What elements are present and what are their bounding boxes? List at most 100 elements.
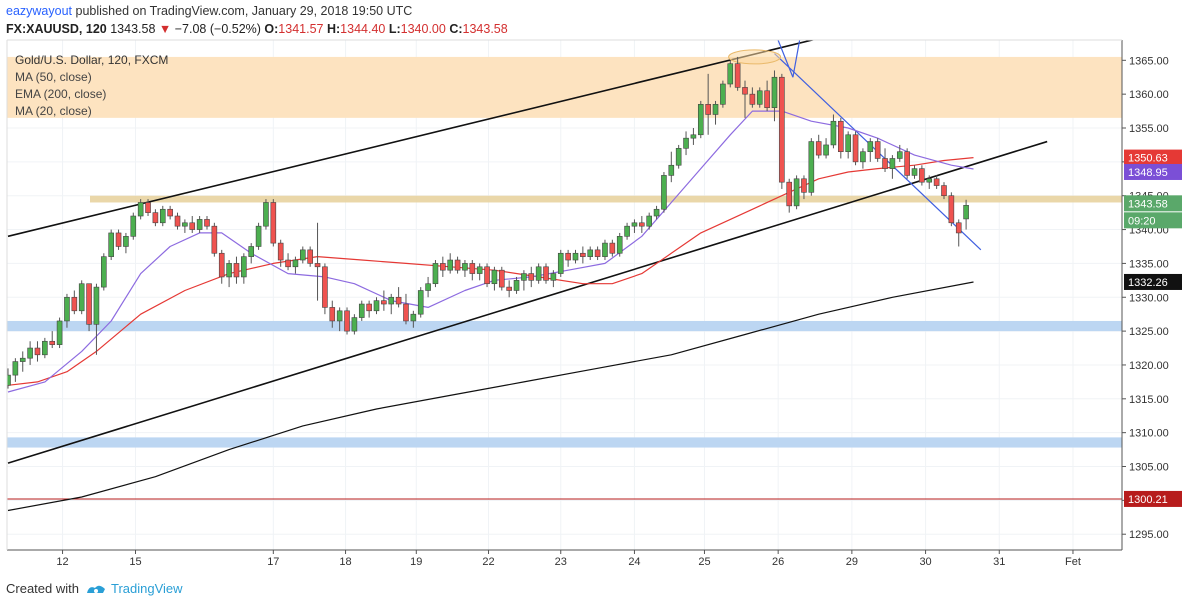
candle-body xyxy=(734,63,741,88)
candle-body xyxy=(498,269,505,288)
ma50-price-label: 1350.63 xyxy=(1128,153,1168,165)
candle-body xyxy=(889,158,896,169)
x-tick-label: 24 xyxy=(628,556,640,568)
low-value: 1340.00 xyxy=(400,22,446,36)
x-tick-label: 15 xyxy=(129,556,141,568)
candle-body xyxy=(565,252,571,261)
last-price-label-bg xyxy=(1124,195,1182,212)
candle-body xyxy=(911,168,918,176)
candle-body xyxy=(683,137,689,149)
candle-body xyxy=(314,263,321,268)
x-tick-label: 12 xyxy=(56,556,68,568)
legend-title: Gold/U.S. Dollar, 120, FXCM xyxy=(15,53,168,67)
candle-body xyxy=(580,252,586,257)
candle-body xyxy=(624,225,630,237)
ma20-price-label: 1348.95 xyxy=(1128,167,1168,179)
candle-body xyxy=(167,208,173,217)
candle-body xyxy=(373,300,380,312)
tradingview-link[interactable]: TradingView xyxy=(85,581,183,596)
candle-body xyxy=(440,263,446,271)
candle-body xyxy=(417,290,424,315)
candle-body xyxy=(476,266,483,274)
candle-body xyxy=(447,259,454,271)
candle-body xyxy=(860,151,866,163)
open-value: 1341.57 xyxy=(278,22,324,36)
x-tick-label: 26 xyxy=(772,556,784,568)
support-zone xyxy=(7,320,1122,332)
candle-body xyxy=(808,141,815,193)
candle-body xyxy=(351,317,358,332)
candle-body xyxy=(27,347,33,359)
author-link[interactable]: eazywayout xyxy=(6,4,73,18)
tradingview-brand: TradingView xyxy=(110,581,183,596)
x-tick-label: Fet xyxy=(1065,556,1081,568)
x-tick-label: 23 xyxy=(555,556,567,568)
candle-body xyxy=(639,222,645,227)
candle-body xyxy=(56,320,63,345)
candle-body xyxy=(307,249,313,264)
ohlc-line: FX:XAUUSD, 120 1343.58 ▼ −7.08 (−0.52%) … xyxy=(6,22,508,36)
candle-body xyxy=(801,178,807,193)
footer: Created with TradingView xyxy=(6,581,183,596)
candle-body xyxy=(838,120,844,153)
y-tick-label: 1365.00 xyxy=(1129,55,1169,67)
ma50-price-label-bg xyxy=(1124,149,1182,166)
down-arrow-icon: ▼ xyxy=(158,22,172,36)
candle-body xyxy=(793,178,800,207)
candle-body xyxy=(845,134,851,153)
plot-layer xyxy=(7,40,1122,550)
close-label: C: xyxy=(449,22,463,36)
candle-body xyxy=(521,273,527,281)
y-tick-label: 1355.00 xyxy=(1129,123,1169,135)
y-tick-label: 1335.00 xyxy=(1129,258,1169,270)
candle-body xyxy=(226,263,232,278)
ema200-price-label-bg xyxy=(1124,273,1182,290)
candle-body xyxy=(727,63,734,85)
ma20-price-label-bg xyxy=(1124,163,1182,180)
candle-body xyxy=(182,222,188,227)
candle-body xyxy=(631,222,638,227)
candle-body xyxy=(919,168,925,183)
x-tick-label: 22 xyxy=(482,556,494,568)
candle-body xyxy=(543,266,549,281)
candle-body xyxy=(19,357,26,362)
countdown-label-bg xyxy=(1124,212,1182,229)
open-label: O: xyxy=(264,22,279,36)
candle-body xyxy=(159,208,166,224)
channel-upper-line xyxy=(7,40,816,238)
candle-body xyxy=(830,120,837,146)
candle-body xyxy=(358,303,365,318)
candle-body xyxy=(484,266,490,285)
candle-body xyxy=(344,310,350,332)
candle-body xyxy=(933,178,940,186)
candle-body xyxy=(786,181,793,207)
candle-body xyxy=(661,175,667,210)
candle-body xyxy=(550,273,557,281)
candle-body xyxy=(336,310,343,322)
change-value: −7.08 (−0.52%) xyxy=(174,22,261,36)
legend-item: MA (50, close) xyxy=(15,70,92,84)
candle-body xyxy=(130,215,137,237)
candle-body xyxy=(233,263,240,278)
candle-body xyxy=(948,195,955,224)
candle-body xyxy=(211,225,218,254)
candle-body xyxy=(241,256,247,278)
candle-body xyxy=(712,104,719,115)
candle-body xyxy=(535,266,542,281)
candle-body xyxy=(204,219,210,227)
last-price: 1343.58 xyxy=(110,22,156,36)
x-tick-label: 30 xyxy=(919,556,931,568)
candle-body xyxy=(602,242,608,257)
high-label: H: xyxy=(326,22,341,36)
candle-body xyxy=(329,307,336,322)
candle-body xyxy=(108,232,114,257)
candle-body xyxy=(675,148,682,166)
tradingview-logo-icon xyxy=(86,585,105,593)
candle-body xyxy=(322,266,328,308)
candle-body xyxy=(218,252,225,278)
candle-body xyxy=(7,374,11,386)
candle-body xyxy=(513,280,520,291)
candle-body xyxy=(867,141,874,153)
candle-body xyxy=(926,178,933,183)
